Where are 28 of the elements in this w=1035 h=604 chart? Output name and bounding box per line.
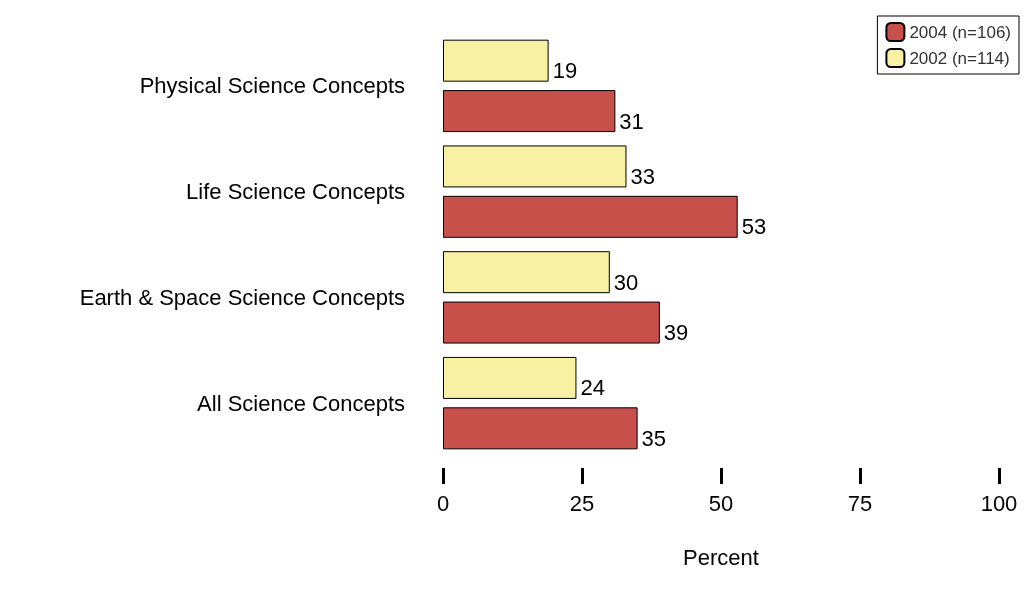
bar — [443, 39, 549, 82]
bar — [443, 356, 577, 399]
y-tick-label: Earth & Space Science Concepts — [79, 284, 405, 310]
x-axis-title: Percent — [683, 544, 759, 570]
legend-label: 2002 (n=114) — [909, 48, 1010, 68]
legend-label: 2004 (n=106) — [909, 22, 1012, 42]
bar — [443, 407, 638, 450]
y-tick-label: All Science Concepts — [197, 390, 405, 416]
x-tick-label: 0 — [436, 490, 450, 516]
x-tick-label: 100 — [980, 490, 1018, 516]
data-label: 39 — [663, 320, 689, 346]
x-tick-label: 25 — [569, 490, 595, 516]
data-label: 35 — [641, 425, 667, 451]
x-tick-label: 75 — [847, 490, 873, 516]
bar — [443, 251, 610, 294]
data-label: 53 — [741, 214, 767, 240]
data-label: 33 — [630, 163, 655, 189]
data-label: 24 — [580, 375, 605, 401]
bar — [443, 301, 660, 344]
data-label: 31 — [619, 108, 644, 134]
y-tick-label: Physical Science Concepts — [139, 73, 405, 99]
data-label: 19 — [552, 58, 578, 84]
bar — [443, 195, 738, 238]
x-tick-label: 50 — [708, 490, 734, 516]
y-tick-label: Life Science Concepts — [186, 179, 405, 205]
bar — [443, 145, 627, 188]
data-label: 30 — [613, 269, 639, 295]
bar — [443, 90, 616, 133]
